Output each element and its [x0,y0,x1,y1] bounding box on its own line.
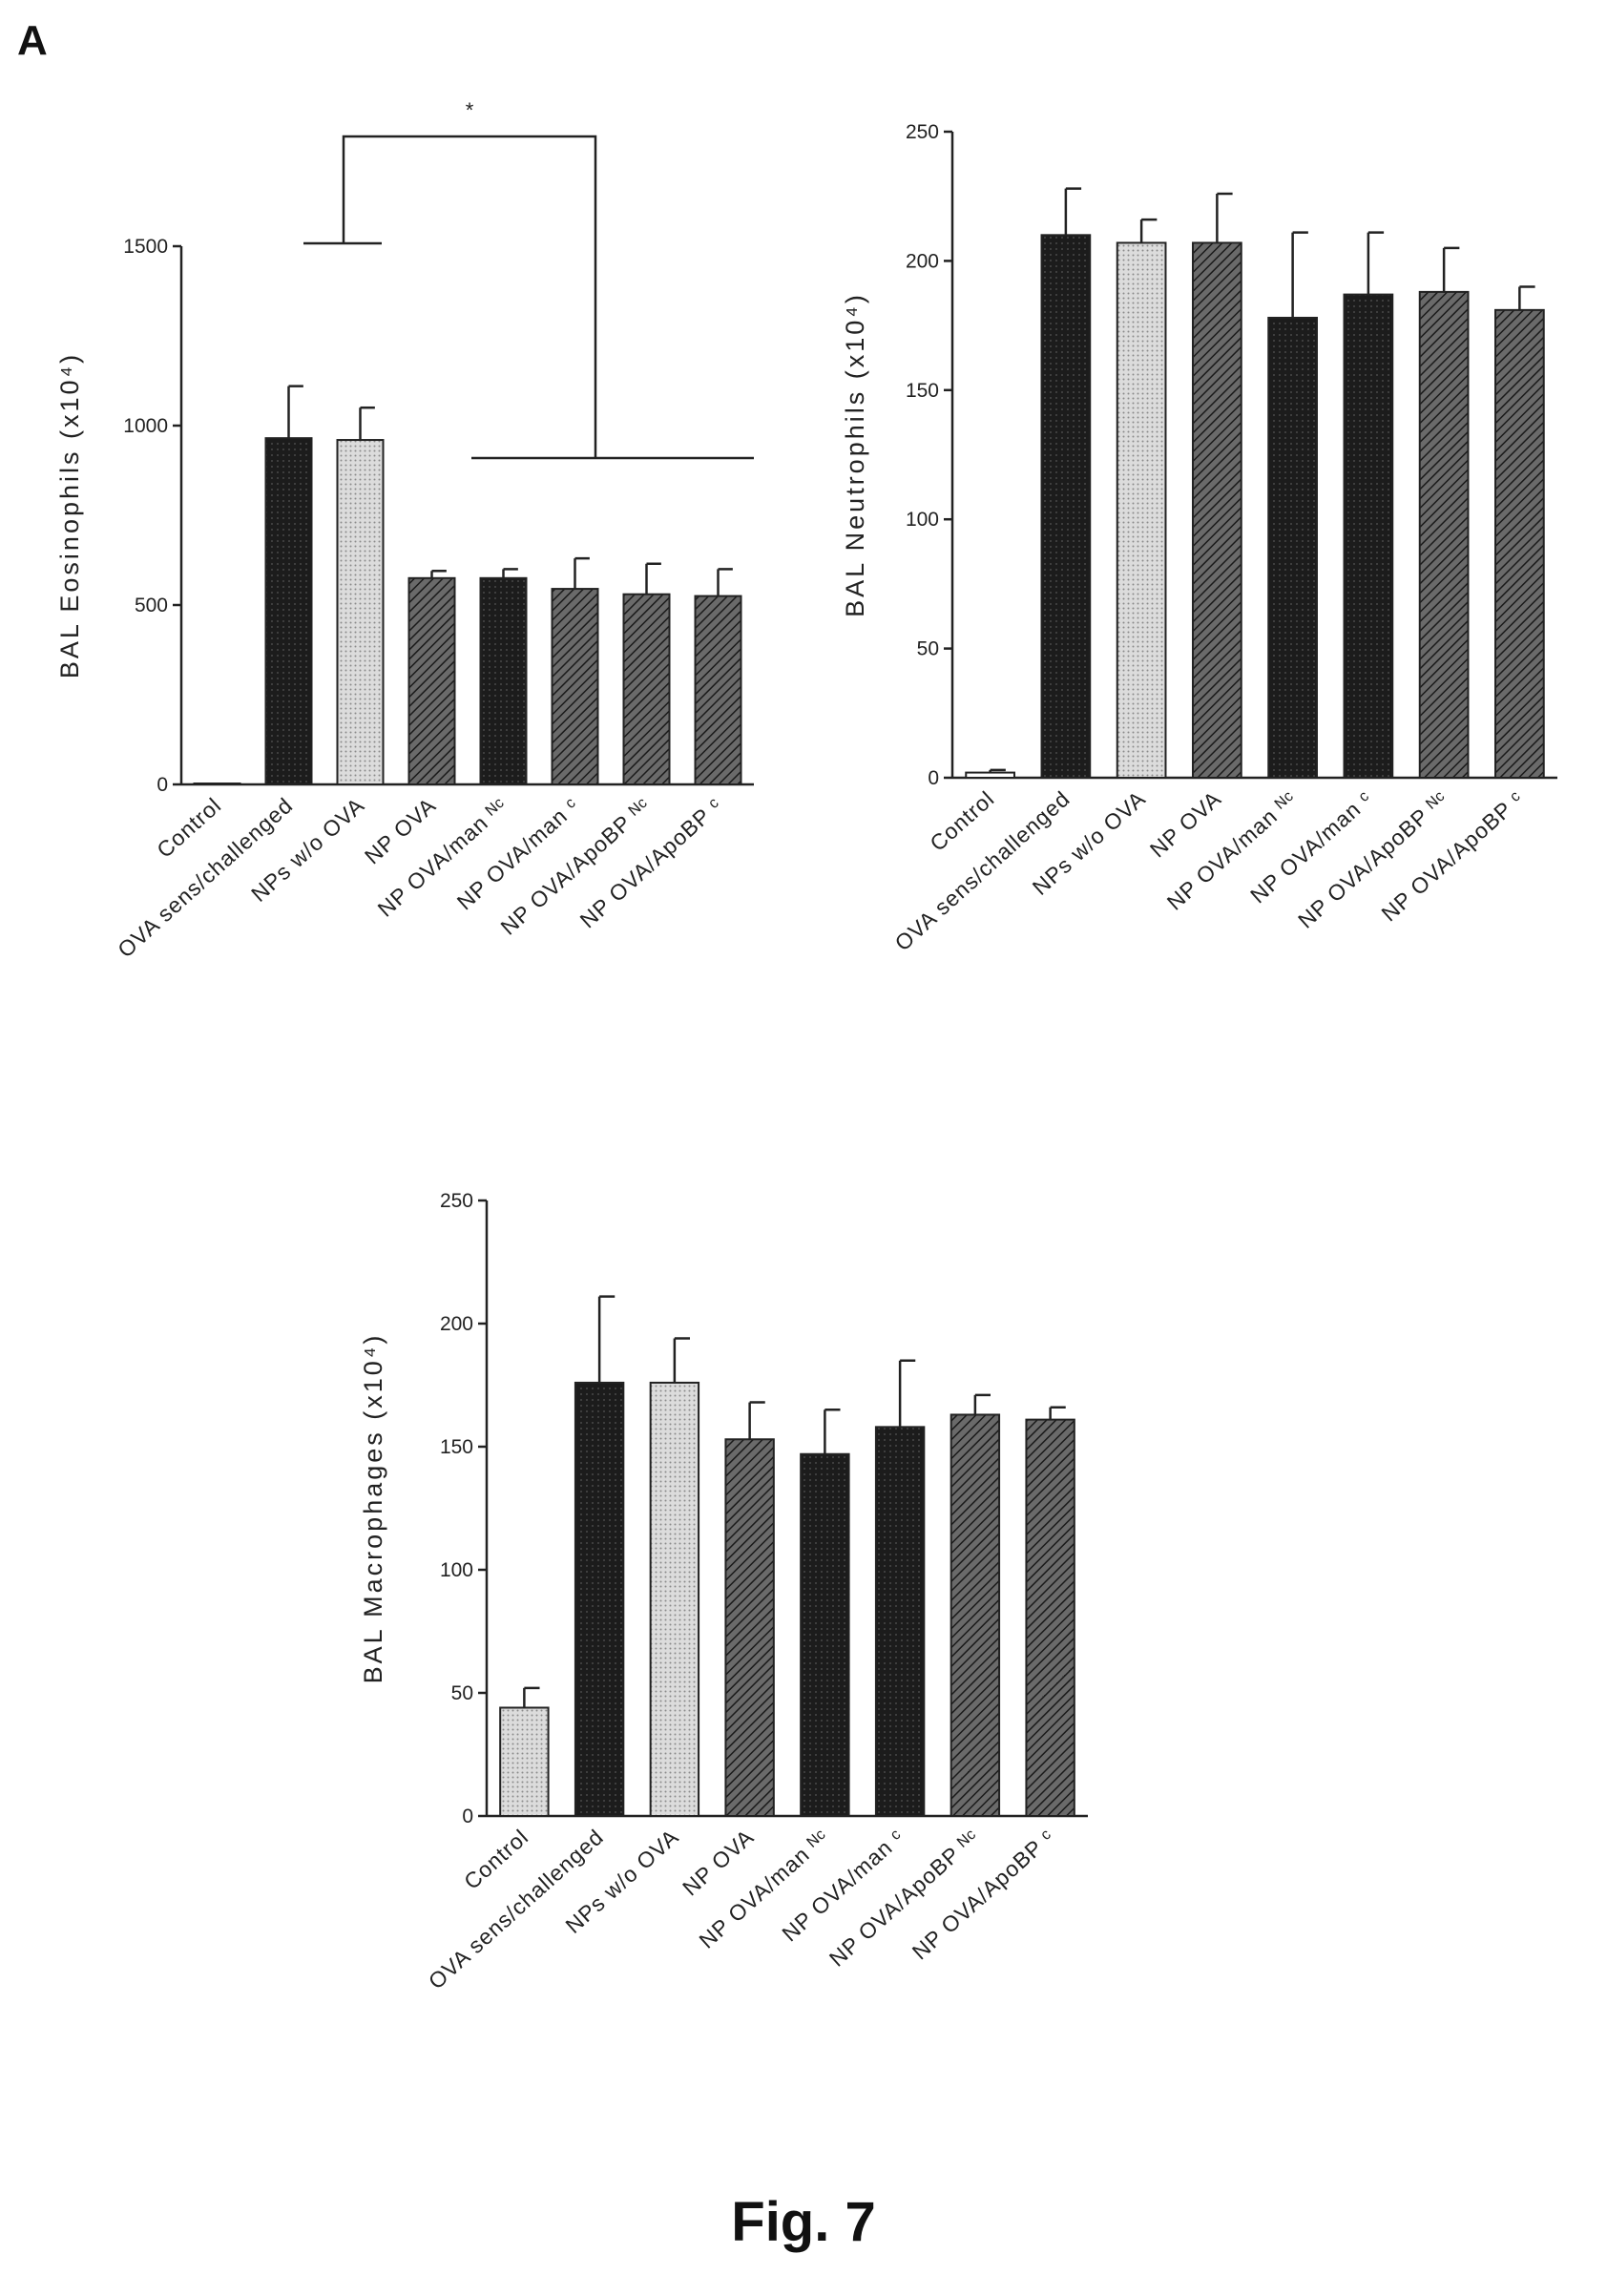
neutrophils-y-tick-label: 250 [906,121,939,143]
macrophages-category-label: NP OVA/man ᴺᶜ [694,1824,833,1952]
eosinophils-bar [264,437,313,785]
macrophages-bar [499,1706,550,1817]
neutrophils-y-tick-label: 0 [928,767,939,789]
macrophages-plot: 0 50 100 150 200 250 BAL Macrophages (x10⁴) Con… [359,1190,1088,1993]
macrophages-bar [950,1413,1001,1817]
neutrophils-bar [1192,241,1242,780]
eosinophils-bar [336,439,385,785]
macrophages-bar [1025,1418,1075,1817]
eosinophils-y-tick-label: 1500 [123,236,168,258]
macrophages-y-tick-label: 100 [440,1559,473,1581]
macrophages-category-label: NP OVA/ApoBP ᶜ [908,1824,1059,1964]
neutrophils-y-tick-label: 150 [906,380,939,402]
neutrophils-bar [1116,241,1167,780]
eosinophils-bar [694,595,742,785]
eosinophils-y-tick-label: 0 [157,774,168,796]
macrophages-bar [800,1452,850,1817]
macrophages-y-tick-label: 0 [462,1805,473,1827]
macrophages-bar [874,1426,926,1817]
eosinophils-bar [193,783,241,785]
macrophages-bar [649,1381,700,1818]
neutrophils-y-axis-title: BAL Neutrophils (x10⁴) [841,292,869,617]
macrophages-y-tick-label: 150 [440,1436,473,1458]
eosinophils-bar [479,576,528,785]
macrophages-bar [724,1438,775,1817]
macrophages-y-tick-label: 50 [451,1682,473,1704]
neutrophils-bar [1418,290,1470,779]
macrophages-y-tick-label: 250 [440,1190,473,1212]
macrophages-category-label: Control [459,1824,533,1894]
neutrophils-y-tick-label: 100 [906,509,939,531]
eosinophils-y-tick-label: 500 [135,595,168,616]
panel-letter: A [17,17,48,64]
neutrophils-bar [1267,316,1318,779]
neutrophils-y-tick-label: 200 [906,250,939,272]
macrophages-bar [574,1381,625,1818]
eosinophils-y-tick-label: 1000 [123,415,168,437]
eosinophils-significance-bracket: * [303,98,754,460]
neutrophils-bar [1494,308,1545,779]
neutrophils-y-tick-label: 50 [917,638,939,660]
macrophages-y-axis-title: BAL Macrophages (x10⁴) [359,1333,387,1684]
eosinophils-significance-label: * [466,98,474,122]
figure-caption: Fig. 7 [731,2191,876,2253]
eosinophils-y-axis-title: BAL Eosinophils (x10⁴) [55,352,84,678]
neutrophils-bar [1040,234,1092,779]
macrophages-y-tick-label: 200 [440,1313,473,1335]
